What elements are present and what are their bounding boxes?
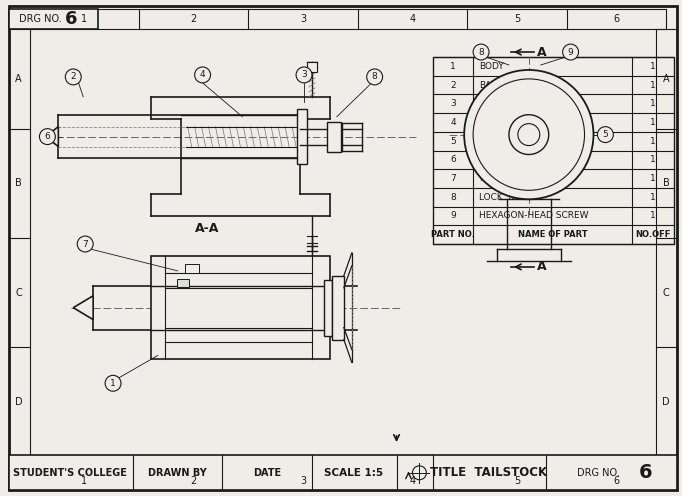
Text: 6: 6 <box>450 155 456 164</box>
Text: 1: 1 <box>650 155 656 164</box>
Text: 5: 5 <box>514 14 520 24</box>
Text: A-A: A-A <box>195 222 220 235</box>
Text: 1: 1 <box>81 476 87 486</box>
Circle shape <box>296 67 312 83</box>
Text: 8: 8 <box>478 48 484 57</box>
Text: B: B <box>15 179 22 188</box>
Text: 9: 9 <box>567 48 574 57</box>
Text: 4: 4 <box>409 14 415 24</box>
Text: DRG NO.: DRG NO. <box>577 468 620 478</box>
Text: PART NO.: PART NO. <box>431 230 475 239</box>
Text: 1: 1 <box>650 99 656 108</box>
Text: 2: 2 <box>190 14 196 24</box>
Bar <box>9 455 677 490</box>
Text: BODY: BODY <box>479 62 504 71</box>
Text: 1: 1 <box>650 118 656 127</box>
Text: 3: 3 <box>300 14 306 24</box>
Text: D: D <box>15 397 23 407</box>
Polygon shape <box>46 126 59 146</box>
Text: SPINDLE: SPINDLE <box>479 118 517 127</box>
Bar <box>524 116 534 124</box>
Text: B: B <box>663 179 670 188</box>
Bar <box>433 57 674 244</box>
Bar <box>185 264 198 273</box>
Text: KEY: KEY <box>479 174 496 183</box>
Text: HEXAGON-HEAD SCREW: HEXAGON-HEAD SCREW <box>479 211 589 220</box>
Text: STUDENT'S COLLEGE: STUDENT'S COLLEGE <box>14 468 128 478</box>
Text: 1: 1 <box>110 379 116 388</box>
Circle shape <box>194 67 211 83</box>
Text: 3: 3 <box>300 476 306 486</box>
Bar <box>297 109 307 165</box>
Text: DRG NO.: DRG NO. <box>18 14 61 24</box>
Text: C: C <box>15 288 22 298</box>
Text: 6: 6 <box>613 476 619 486</box>
Text: TITLE  TAILSTOCK: TITLE TAILSTOCK <box>430 466 548 479</box>
Polygon shape <box>73 296 93 319</box>
Text: 2: 2 <box>70 72 76 81</box>
Text: 1: 1 <box>650 80 656 90</box>
Text: 5: 5 <box>450 137 456 146</box>
Circle shape <box>105 375 121 391</box>
Text: 4: 4 <box>200 70 205 79</box>
Bar <box>332 276 344 339</box>
Text: 1: 1 <box>650 211 656 220</box>
Text: 6: 6 <box>613 14 619 24</box>
Text: 1: 1 <box>650 62 656 71</box>
Text: DATE: DATE <box>253 468 281 478</box>
Circle shape <box>509 115 549 154</box>
Bar <box>151 256 330 360</box>
Text: 4: 4 <box>409 476 415 486</box>
Text: 2: 2 <box>450 80 456 90</box>
Text: A: A <box>663 74 670 84</box>
Text: 1: 1 <box>450 62 456 71</box>
Bar <box>324 280 332 335</box>
Text: 6: 6 <box>65 10 78 28</box>
Circle shape <box>367 69 383 85</box>
Text: CAP: CAP <box>479 99 497 108</box>
Text: BARREL: BARREL <box>479 80 514 90</box>
Text: LOCK  NUT: LOCK NUT <box>479 193 527 202</box>
Circle shape <box>597 126 613 142</box>
Text: 3: 3 <box>450 99 456 108</box>
Text: 1: 1 <box>650 137 656 146</box>
Text: HAND WHEEL: HAND WHEEL <box>479 137 540 146</box>
Text: C: C <box>663 288 670 298</box>
Circle shape <box>473 44 489 60</box>
Text: 7: 7 <box>450 174 456 183</box>
Bar <box>9 9 98 29</box>
Bar <box>327 122 341 151</box>
Text: SCALE 1:5: SCALE 1:5 <box>324 468 383 478</box>
Circle shape <box>65 69 81 85</box>
Text: 7: 7 <box>83 240 88 248</box>
Bar <box>177 279 189 287</box>
Text: 4: 4 <box>450 118 456 127</box>
Circle shape <box>464 70 593 199</box>
Text: DRAWN BY: DRAWN BY <box>148 468 207 478</box>
Text: CENTRE: CENTRE <box>479 155 515 164</box>
Text: 1: 1 <box>650 174 656 183</box>
Text: NO.OFF: NO.OFF <box>636 230 671 239</box>
Text: D: D <box>662 397 670 407</box>
Text: 8: 8 <box>372 72 378 81</box>
Text: 5: 5 <box>514 476 520 486</box>
Text: NAME OF PART: NAME OF PART <box>518 230 587 239</box>
Text: A: A <box>15 74 22 84</box>
Text: A: A <box>537 260 546 273</box>
Bar <box>307 62 317 72</box>
Text: 8: 8 <box>450 193 456 202</box>
Text: 1: 1 <box>650 193 656 202</box>
Circle shape <box>563 44 578 60</box>
Text: A: A <box>537 46 546 59</box>
Text: 6: 6 <box>44 132 50 141</box>
Text: 9: 9 <box>450 211 456 220</box>
Circle shape <box>77 236 93 252</box>
Text: 1: 1 <box>81 14 87 24</box>
Text: 2: 2 <box>190 476 196 486</box>
Text: 6: 6 <box>638 463 652 482</box>
Text: 3: 3 <box>301 70 307 79</box>
Circle shape <box>40 128 55 144</box>
Text: 5: 5 <box>602 130 608 139</box>
